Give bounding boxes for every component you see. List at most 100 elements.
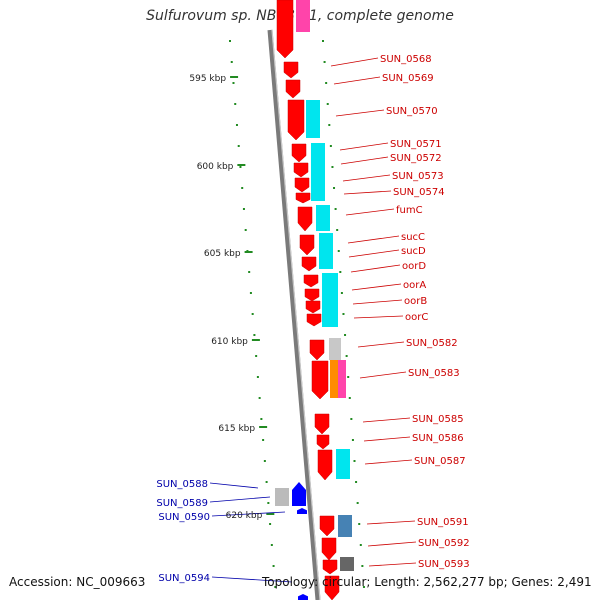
gene-leader-line: [357, 341, 405, 348]
minor-tick: [323, 61, 326, 63]
major-tick: [237, 164, 246, 166]
forward-gene-arrow: [316, 434, 330, 450]
feature-block: [330, 360, 338, 398]
gene-arrow-layer: [276, 0, 340, 600]
minor-tick: [263, 460, 266, 462]
minor-tick: [361, 565, 364, 567]
gene-label: SUN_0594: [158, 573, 210, 584]
feature-block: [306, 100, 320, 138]
minor-tick: [339, 271, 342, 273]
gene-leader-line: [340, 156, 389, 165]
forward-gene-arrow: [314, 413, 330, 435]
gene-leader-line: [333, 76, 381, 85]
gene-leader-line: [368, 562, 417, 567]
gene-leader-line: [342, 174, 391, 182]
gene-label: SUN_0574: [393, 187, 445, 198]
minor-tick: [242, 208, 245, 210]
minor-tick: [334, 208, 337, 210]
minor-tick: [265, 481, 268, 483]
forward-gene-arrow: [311, 360, 329, 400]
minor-tick: [249, 292, 252, 294]
label-layer: 595 kbp 600 kbp 605 kbp 610 kbp 615 kbp 620 k…: [156, 54, 469, 584]
forward-gene-arrow: [294, 177, 310, 193]
forward-gene-arrow: [317, 449, 333, 481]
gene-leader-line: [350, 264, 401, 273]
minor-tick: [322, 40, 324, 42]
gene-leader-line: [211, 576, 293, 583]
major-tick: [251, 339, 260, 341]
minor-tick: [253, 334, 256, 336]
minor-tick: [230, 61, 233, 63]
feature-block: [311, 143, 325, 201]
minor-tick: [237, 145, 240, 147]
forward-gene-arrow: [293, 162, 309, 178]
ruler-label: 610 kbp: [211, 337, 248, 347]
minor-tick: [351, 439, 354, 441]
gene-leader-line: [367, 541, 417, 547]
forward-gene-arrow: [306, 313, 322, 327]
gene-leader-line: [211, 511, 286, 517]
gene-leader-line: [209, 482, 259, 489]
gene-leader-line: [366, 520, 416, 525]
gene-label: oorC: [405, 312, 428, 323]
gene-leader-line: [352, 299, 403, 305]
forward-gene-arrow: [276, 0, 294, 59]
feature-block: [316, 205, 330, 231]
minor-tick: [355, 481, 358, 483]
gene-label: SUN_0568: [380, 54, 432, 65]
feature-block: [322, 273, 338, 327]
minor-tick: [270, 544, 273, 546]
gene-leader-line: [209, 496, 271, 503]
ruler-label: 615 kbp: [218, 424, 255, 434]
forward-gene-arrow: [305, 300, 321, 314]
minor-tick: [353, 460, 356, 462]
minor-tick: [329, 145, 332, 147]
gene-label: SUN_0589: [156, 498, 208, 509]
gene-leader-line: [364, 459, 413, 465]
tick-layer: [229, 40, 365, 588]
forward-gene-arrow: [291, 143, 307, 163]
gene-leader-line: [348, 249, 400, 258]
forward-gene-arrow: [297, 206, 313, 232]
minor-tick: [269, 523, 272, 525]
minor-tick: [241, 187, 244, 189]
forward-gene-arrow: [283, 61, 299, 79]
gene-leader-line: [363, 436, 411, 442]
forward-gene-arrow: [303, 274, 319, 288]
feature-block: [275, 488, 289, 506]
gene-label: SUN_0572: [390, 153, 442, 164]
feature-layer: [275, 0, 354, 571]
gene-leader-line: [345, 208, 395, 216]
minor-tick: [258, 397, 261, 399]
minor-tick: [337, 250, 340, 252]
gene-leader-line: [335, 109, 385, 117]
feature-block: [296, 0, 310, 32]
gene-label: SUN_0571: [390, 139, 442, 150]
gene-label: SUN_0590: [158, 512, 210, 523]
gene-leader-line: [359, 371, 407, 379]
minor-tick: [229, 40, 231, 42]
gene-label: SUN_0570: [386, 106, 438, 117]
backbone-layer: [267, 29, 321, 600]
gene-leader-line: [362, 417, 411, 423]
ruler-label: 605 kbp: [204, 249, 241, 259]
forward-gene-arrow: [295, 192, 311, 204]
gene-leader-line: [353, 315, 404, 319]
gene-label: sucC: [401, 232, 425, 243]
feature-block: [329, 338, 341, 360]
forward-gene-arrow: [301, 256, 317, 272]
gene-label: SUN_0587: [414, 456, 466, 467]
forward-gene-arrow: [285, 79, 301, 99]
minor-tick: [274, 586, 277, 588]
gene-leader-line: [343, 190, 392, 195]
minor-tick: [344, 334, 347, 336]
gene-label: oorB: [404, 296, 427, 307]
minor-tick: [345, 355, 348, 357]
accession-text: Accession: NC_009663: [9, 575, 146, 589]
minor-tick: [235, 124, 238, 126]
minor-tick: [348, 397, 351, 399]
gene-label: SUN_0592: [418, 538, 470, 549]
genome-backbone: [267, 29, 321, 600]
gene-leader-line: [351, 283, 402, 291]
